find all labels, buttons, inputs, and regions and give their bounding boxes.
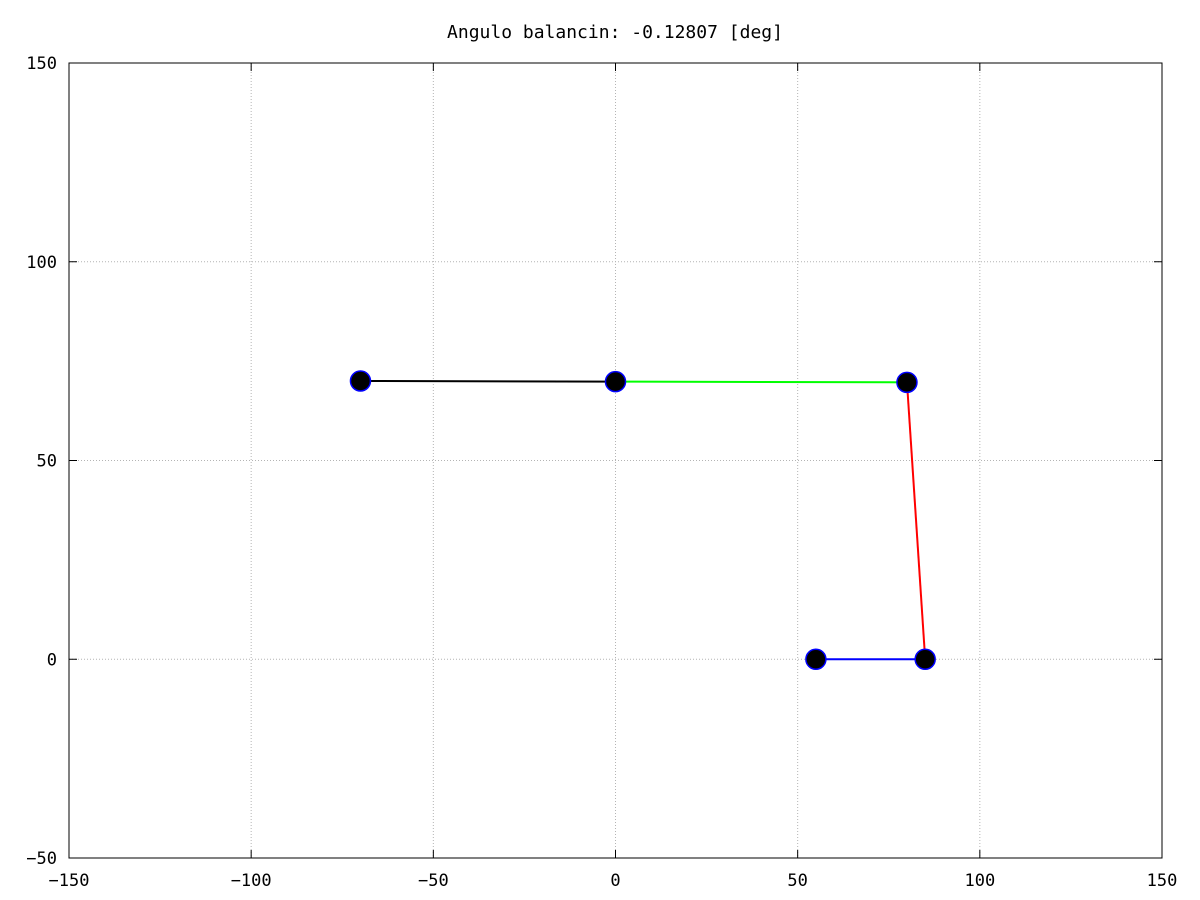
linkage-segment (905, 382, 927, 660)
linkage-segments (360, 380, 927, 661)
joint-marker (604, 370, 627, 393)
x-tick-label: −150 (49, 871, 90, 891)
joint-marker (914, 648, 936, 670)
y-tick-label: 0 (47, 650, 57, 670)
linkage-joints (349, 370, 936, 670)
axis-tick-labels: −150 −100 −50 0 50 100 150 −50 0 50 100 150 (26, 54, 1177, 891)
joint-marker (805, 648, 827, 670)
chart-title: Angulo balancin: -0.12807 [deg] (447, 22, 783, 43)
y-tick-label: 50 (37, 452, 57, 472)
joint-marker (349, 370, 372, 392)
axis-ticks (68, 62, 1163, 859)
y-tick-label: 150 (26, 54, 57, 74)
x-tick-label: 50 (787, 871, 807, 891)
x-tick-label: −50 (418, 871, 449, 891)
joint-marker (896, 371, 918, 394)
grid (69, 63, 1162, 858)
y-tick-label: 100 (26, 253, 57, 273)
x-tick-label: 150 (1147, 871, 1178, 891)
y-tick-label: −50 (26, 849, 57, 869)
x-tick-label: 100 (964, 871, 995, 891)
x-tick-label: −100 (231, 871, 272, 891)
linkage-segment (360, 380, 616, 383)
x-tick-label: 0 (610, 871, 620, 891)
linkage-segment (615, 380, 907, 384)
